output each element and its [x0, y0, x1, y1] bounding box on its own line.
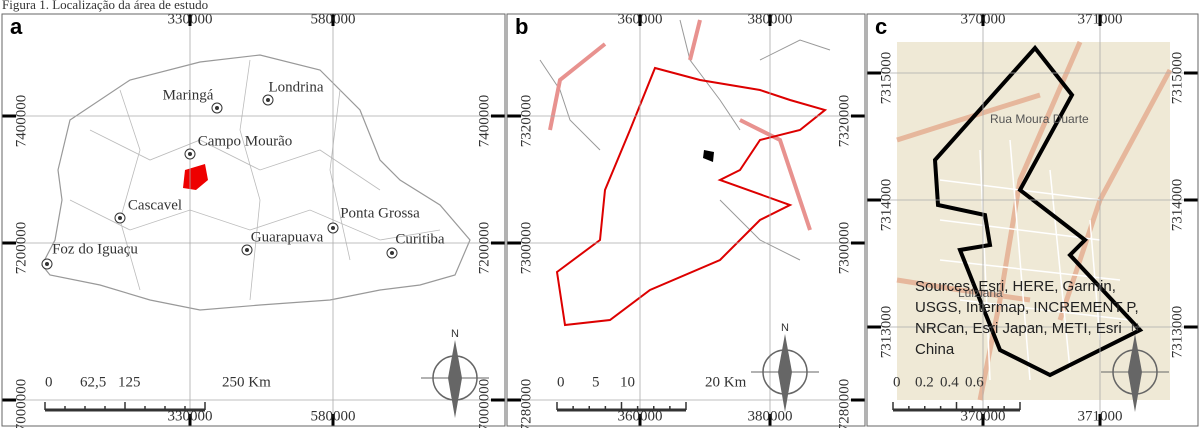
- panel-frame: [1, 13, 506, 427]
- y-tick-label: 7200000: [476, 222, 492, 275]
- y-tick-label: 7320000: [836, 95, 852, 148]
- panel-label: a: [10, 14, 23, 39]
- x-tick-label: 580000: [311, 408, 356, 424]
- panel-label: b: [515, 14, 528, 39]
- panel-label: c: [875, 14, 887, 39]
- x-tick-label: 360000: [618, 408, 663, 424]
- x-tick-label: 380000: [748, 11, 793, 27]
- municipal-boundaries: [69, 59, 441, 301]
- y-tick-label: 7320000: [518, 95, 534, 148]
- scale-label: 0: [45, 374, 53, 390]
- panel-frame: [866, 13, 1199, 427]
- x-tick-label: 330000: [168, 11, 213, 27]
- y-tick-label: 7000000: [13, 379, 29, 428]
- place-label: Maringá: [163, 87, 214, 103]
- place-marker: [45, 262, 49, 266]
- place-label: Guarapuava: [251, 229, 324, 245]
- y-tick-label: 7315000: [878, 52, 894, 105]
- study-area: [183, 164, 208, 190]
- scale-label: 0: [557, 374, 565, 390]
- place-marker: [331, 226, 335, 230]
- scale-label: 20 Km: [705, 374, 747, 390]
- place-marker: [245, 248, 249, 252]
- roads: [896, 41, 1173, 401]
- scale-label: 0.6: [965, 374, 984, 390]
- y-tick-label: 7300000: [518, 222, 534, 275]
- north-label: N: [451, 328, 459, 340]
- y-tick-label: 7314000: [1169, 179, 1185, 232]
- x-tick-label: 580000: [311, 11, 356, 27]
- north-arrow: [778, 334, 792, 412]
- panel-frame: [506, 13, 866, 427]
- place-marker: [215, 106, 219, 110]
- place-label: Luiziana: [958, 286, 1003, 300]
- scale-label: 0.2: [915, 374, 934, 390]
- scale-label: 125: [118, 374, 141, 390]
- y-tick-label: 7000000: [476, 379, 492, 428]
- place-label: Londrina: [269, 79, 324, 95]
- place-label: Cascavel: [128, 197, 182, 213]
- x-tick-label: 380000: [748, 408, 793, 424]
- urban-area: [703, 150, 714, 162]
- north-arrow: [448, 340, 462, 418]
- place-label: Campo Mourão: [198, 133, 293, 149]
- scale-label: 10: [620, 374, 635, 390]
- y-tick-label: 7400000: [13, 95, 29, 148]
- x-tick-label: 370000: [961, 11, 1006, 27]
- attribution: Sources: Esri, HERE, Garmin, USGS, Inter…: [915, 278, 1139, 358]
- y-tick-label: 7315000: [1169, 52, 1185, 105]
- y-tick-label: 7280000: [518, 379, 534, 428]
- caption: Figura 1. Localização da área de estudo: [2, 0, 208, 12]
- y-tick-label: 7400000: [476, 95, 492, 148]
- x-tick-label: 370000: [961, 408, 1006, 424]
- place-label: Foz do Iguaçu: [52, 241, 138, 257]
- y-tick-label: 7280000: [836, 379, 852, 428]
- scale-label: 0: [893, 374, 901, 390]
- x-tick-label: 360000: [618, 11, 663, 27]
- place-label: Ponta Grossa: [340, 205, 420, 221]
- y-tick-label: 7313000: [878, 306, 894, 359]
- municipality-outline: [555, 66, 828, 327]
- scale-label: 62,5: [80, 374, 106, 390]
- state-outline: [41, 54, 471, 311]
- y-tick-label: 7314000: [878, 179, 894, 232]
- scale-label: 0.4: [940, 374, 959, 390]
- north-label: N: [781, 322, 789, 334]
- x-tick-label: 371000: [1078, 11, 1123, 27]
- place-label: Rua Moura Duarte: [990, 112, 1089, 126]
- y-tick-label: 7313000: [1169, 306, 1185, 359]
- scale-label: 5: [592, 374, 600, 390]
- north-arrow: [1128, 334, 1142, 412]
- y-tick-label: 7200000: [13, 222, 29, 275]
- y-tick-label: 7300000: [836, 222, 852, 275]
- x-tick-label: 371000: [1078, 408, 1123, 424]
- place-marker: [266, 98, 270, 102]
- place-label: Curitiba: [395, 231, 445, 247]
- north-label: N: [1131, 322, 1139, 334]
- place-marker: [390, 251, 394, 255]
- rivers: [548, 19, 812, 231]
- x-tick-label: 330000: [168, 408, 213, 424]
- place-marker: [188, 152, 192, 156]
- place-marker: [118, 216, 122, 220]
- boundaries: [539, 19, 831, 261]
- scale-label: 250 Km: [222, 374, 271, 390]
- urban-perimeter: [932, 44, 1144, 378]
